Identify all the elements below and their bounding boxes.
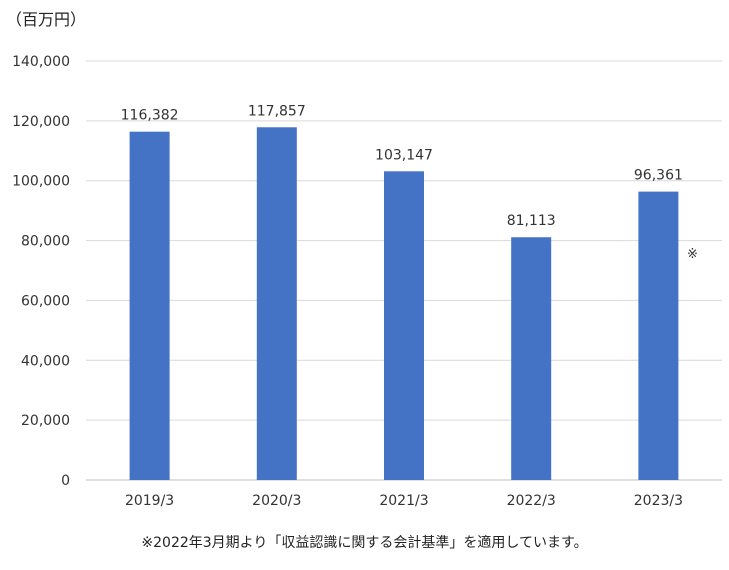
y-tick-label: 120,000 [12, 114, 70, 130]
bar [129, 131, 170, 480]
x-tick-label: 2019/3 [125, 493, 174, 509]
y-tick-label: 100,000 [12, 174, 70, 190]
y-tick-label: 20,000 [21, 413, 70, 429]
data-label: 117,857 [248, 103, 306, 119]
x-tick-label: 2021/3 [379, 493, 428, 509]
bar [511, 237, 552, 480]
bar-annotation-mark: ※ [687, 247, 698, 262]
x-tick-label: 2020/3 [252, 493, 301, 509]
bar [384, 171, 424, 480]
y-tick-label: 140,000 [12, 54, 70, 70]
unit-label: （百万円） [6, 10, 87, 29]
data-label: 81,113 [507, 213, 556, 229]
data-label: 103,147 [375, 147, 433, 163]
footnote: ※2022年3月期より「収益認識に関する会計基準」を適用しています。 [141, 535, 588, 551]
y-tick-label: 0 [61, 473, 70, 489]
bar [638, 191, 679, 480]
data-label: 116,382 [121, 108, 179, 124]
x-tick-label: 2023/3 [634, 493, 683, 509]
data-label: 96,361 [634, 168, 683, 184]
y-tick-label: 80,000 [21, 234, 70, 250]
x-tick-label: 2022/3 [507, 493, 556, 509]
y-tick-label: 60,000 [21, 293, 70, 309]
y-tick-label: 40,000 [21, 353, 70, 369]
bar [256, 127, 297, 480]
